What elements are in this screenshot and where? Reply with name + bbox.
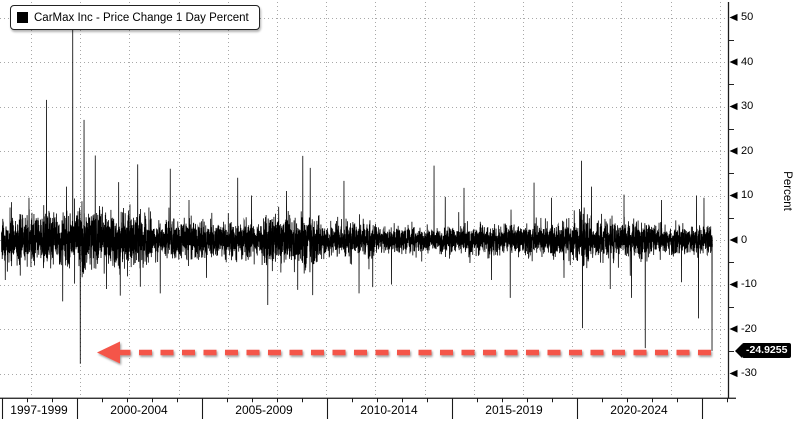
y-tick-label: -10 (741, 278, 757, 290)
last-value-badge: -24.9255 (734, 343, 792, 359)
x-section-label: 2020-2024 (610, 403, 668, 417)
y-axis-title: Percent (781, 171, 793, 211)
y-tick-label: -30 (741, 367, 757, 379)
x-section-label: 2005-2009 (235, 403, 293, 417)
y-tick-label: 10 (741, 189, 754, 201)
x-section-label: 2015-2019 (485, 403, 543, 417)
y-tick-label: 20 (741, 144, 754, 157)
legend-label: CarMax Inc - Price Change 1 Day Percent (34, 11, 249, 24)
legend-swatch-icon (17, 12, 28, 23)
y-tick-label: 30 (741, 100, 754, 112)
legend[interactable]: CarMax Inc - Price Change 1 Day Percent (10, 5, 260, 30)
x-section-label: 1997-1999 (10, 403, 68, 417)
y-tick-label: -20 (741, 322, 757, 335)
y-tick-label: 40 (741, 55, 754, 68)
x-section-label: 2000-2004 (110, 403, 168, 417)
y-tick-label: 0 (741, 233, 748, 246)
y-tick-label: 50 (741, 11, 754, 23)
x-section-label: 2010-2014 (360, 403, 418, 417)
